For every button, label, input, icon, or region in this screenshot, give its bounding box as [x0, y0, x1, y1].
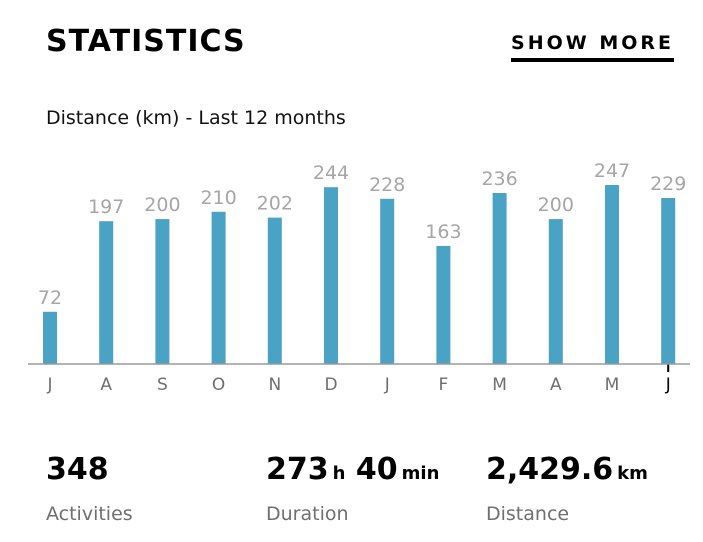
distance-value: 2,429.6 km [486, 452, 648, 487]
duration-value: 273 h 40 min [266, 452, 439, 487]
bar-2 [155, 219, 170, 364]
x-tick-label-1: A [100, 375, 112, 395]
duration-hours: 273 [266, 452, 329, 487]
bar-5 [324, 187, 338, 364]
bar-4 [267, 217, 282, 364]
bar-value-label-5: 244 [313, 162, 349, 184]
activities-stat: 348 Activities [46, 452, 133, 525]
bar-value-label-2: 200 [144, 194, 180, 216]
bar-value-label-10: 247 [594, 160, 630, 182]
bar-value-label-0: 72 [38, 287, 62, 309]
bar-3 [211, 211, 226, 364]
show-more-button[interactable]: SHOW MORE [511, 32, 674, 62]
bar-11 [661, 198, 676, 364]
page-title: STATISTICS [46, 24, 246, 59]
bar-value-label-11: 229 [650, 173, 686, 195]
bar-value-label-6: 228 [369, 174, 405, 196]
x-tick-label-6: J [384, 375, 390, 395]
activities-label: Activities [46, 503, 133, 525]
distance-label: Distance [486, 503, 570, 525]
bar-8 [492, 193, 507, 364]
bar-value-label-3: 210 [200, 187, 236, 209]
duration-hours-unit: h [332, 463, 346, 484]
bar-6 [380, 198, 395, 364]
x-tick-label-3: O [212, 375, 225, 395]
x-tick-label-9: A [550, 375, 562, 395]
bar-value-label-4: 202 [257, 193, 293, 215]
bar-0 [43, 311, 57, 364]
bar-value-label-8: 236 [481, 168, 517, 190]
activities-value: 348 [46, 452, 109, 487]
chart-title: Distance (km) - Last 12 months [46, 107, 346, 129]
bar-9 [548, 219, 563, 364]
duration-minutes: 40 [355, 452, 398, 487]
x-tick-label-7: F [439, 375, 449, 395]
bar-1 [99, 221, 114, 364]
distance-unit: km [617, 463, 648, 484]
bar-7 [436, 245, 451, 364]
distance-number: 2,429.6 [486, 452, 614, 487]
distance-stat: 2,429.6 km Distance [486, 452, 648, 525]
bar-10 [605, 185, 619, 364]
distance-bar-chart: 72 J 197 A 200 S 210 O 202 N 244 D 228 J 163 F 236 M 200 A 2… [28, 160, 690, 395]
x-tick-label-11: J [665, 375, 671, 395]
bar-value-label-1: 197 [88, 196, 124, 218]
bar-value-label-7: 163 [425, 221, 461, 243]
x-tick-label-5: D [324, 375, 337, 395]
duration-label: Duration [266, 503, 349, 525]
duration-minutes-unit: min [401, 463, 440, 484]
x-tick-label-8: M [492, 375, 507, 395]
x-tick-label-2: S [157, 375, 168, 395]
duration-stat: 273 h 40 min Duration [266, 452, 439, 525]
x-tick-label-10: M [605, 375, 620, 395]
x-tick-label-0: J [46, 375, 52, 395]
x-tick-label-4: N [268, 375, 281, 395]
bar-value-label-9: 200 [538, 194, 574, 216]
